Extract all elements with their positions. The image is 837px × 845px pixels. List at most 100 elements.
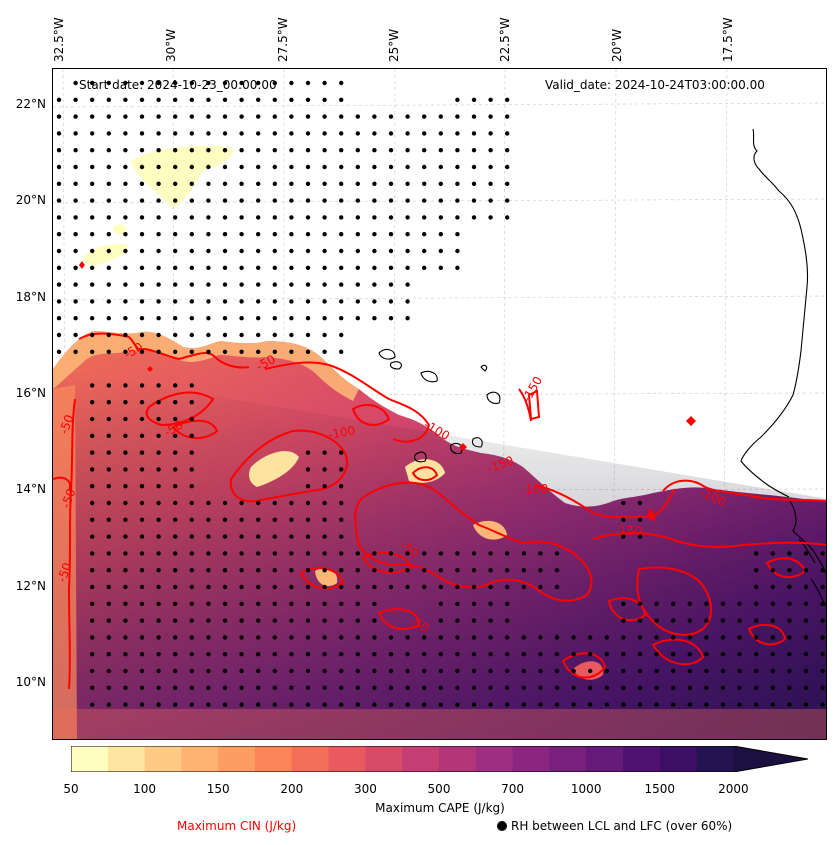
rh-dot — [173, 400, 178, 405]
rh-dot — [206, 181, 211, 186]
rh-dot — [787, 584, 792, 590]
rh-dot — [123, 164, 128, 170]
rh-dot — [156, 198, 161, 203]
rh-dot — [256, 635, 261, 640]
rh-dot — [289, 517, 294, 522]
rh-dot — [322, 500, 327, 506]
rh-dot — [256, 248, 261, 254]
rh-dot — [272, 349, 277, 354]
rh-dot — [90, 702, 95, 707]
rh-dot — [322, 80, 327, 86]
rh-dot — [156, 181, 161, 186]
rh-dot — [322, 484, 327, 489]
rh-dot — [173, 668, 178, 674]
rh-dot — [173, 248, 178, 254]
contour-label: -50 — [59, 487, 79, 510]
rh-dot — [355, 635, 360, 640]
rh-dot — [604, 668, 609, 674]
rh-dot — [637, 500, 643, 506]
rh-dot — [90, 400, 95, 405]
rh-dot — [90, 282, 95, 287]
rh-dot — [372, 131, 377, 136]
rh-dot — [239, 80, 244, 86]
rh-dot — [471, 198, 477, 203]
rh-dot — [305, 299, 311, 304]
rh-dot — [206, 265, 211, 270]
rh-dot — [156, 450, 161, 455]
contour-label: -50 — [57, 413, 77, 436]
rh-dot — [604, 635, 609, 640]
rh-dot — [222, 668, 228, 674]
rh-dot — [123, 668, 128, 674]
rh-dot — [123, 702, 128, 707]
rh-dot — [388, 316, 394, 321]
rh-dot — [339, 148, 344, 153]
rh-dot — [139, 332, 145, 338]
rh-dot — [339, 568, 344, 573]
rh-dot — [173, 450, 178, 455]
rh-dot — [372, 181, 377, 186]
lat-label: 18°N — [15, 290, 46, 304]
rh-dot — [139, 114, 145, 119]
rh-dot — [272, 517, 277, 522]
rh-dot — [206, 114, 211, 119]
rh-dot — [305, 332, 311, 338]
rh-dot — [455, 618, 460, 623]
lon-label: 20°W — [610, 28, 624, 62]
rh-dot — [256, 568, 261, 573]
rh-dot — [305, 164, 311, 170]
colorbar-outline — [71, 746, 808, 772]
rh-dot — [803, 668, 809, 674]
rh-dot — [339, 265, 344, 270]
rh-dot — [123, 584, 128, 590]
rh-dot — [106, 232, 111, 237]
lat-label: 12°N — [15, 579, 46, 593]
rh-dot — [173, 383, 178, 388]
rh-dot — [455, 702, 460, 707]
rh-dot — [339, 114, 344, 119]
rh-dot — [455, 181, 460, 186]
rh-dot — [239, 131, 244, 136]
rh-dot — [206, 551, 211, 556]
rh-dot — [139, 383, 145, 388]
rh-dot — [239, 265, 244, 270]
rh-dot — [139, 517, 145, 522]
rh-dot — [754, 685, 759, 690]
rh-dot — [123, 467, 128, 472]
rh-dot — [372, 685, 377, 690]
rh-dot — [189, 584, 194, 590]
rh-dot — [173, 148, 178, 153]
rh-dot — [455, 635, 460, 640]
rh-dot — [538, 668, 543, 674]
rh-dot — [222, 685, 228, 690]
rh-dot — [123, 215, 128, 220]
rh-dot — [488, 114, 493, 119]
rh-dot — [405, 316, 410, 321]
rh-dot — [355, 198, 360, 203]
rh-dot — [222, 164, 228, 170]
lon-label: 27.5°W — [276, 17, 290, 62]
rh-dot — [256, 534, 261, 539]
rh-dot — [206, 248, 211, 254]
rh-dot — [355, 282, 360, 287]
rh-dot — [355, 181, 360, 186]
rh-dot — [737, 668, 742, 674]
rh-dot — [538, 702, 543, 707]
rh-dot — [322, 668, 327, 674]
rh-dot — [239, 148, 244, 153]
rh-dot — [256, 80, 261, 86]
rh-dot — [372, 232, 377, 237]
rh-dot — [505, 215, 510, 220]
rh-dot — [139, 181, 145, 186]
rh-dot — [339, 534, 344, 539]
rh-dot — [720, 668, 726, 674]
rh-dot — [671, 652, 676, 657]
rh-dot — [422, 584, 427, 590]
rh-dot — [339, 484, 344, 489]
rh-dot — [189, 282, 194, 287]
cape-verde-islands — [378, 348, 501, 463]
contour-label: -150 — [615, 524, 642, 538]
rh-dot — [438, 114, 443, 119]
rh-dot — [90, 652, 95, 657]
rh-dot — [388, 198, 394, 203]
